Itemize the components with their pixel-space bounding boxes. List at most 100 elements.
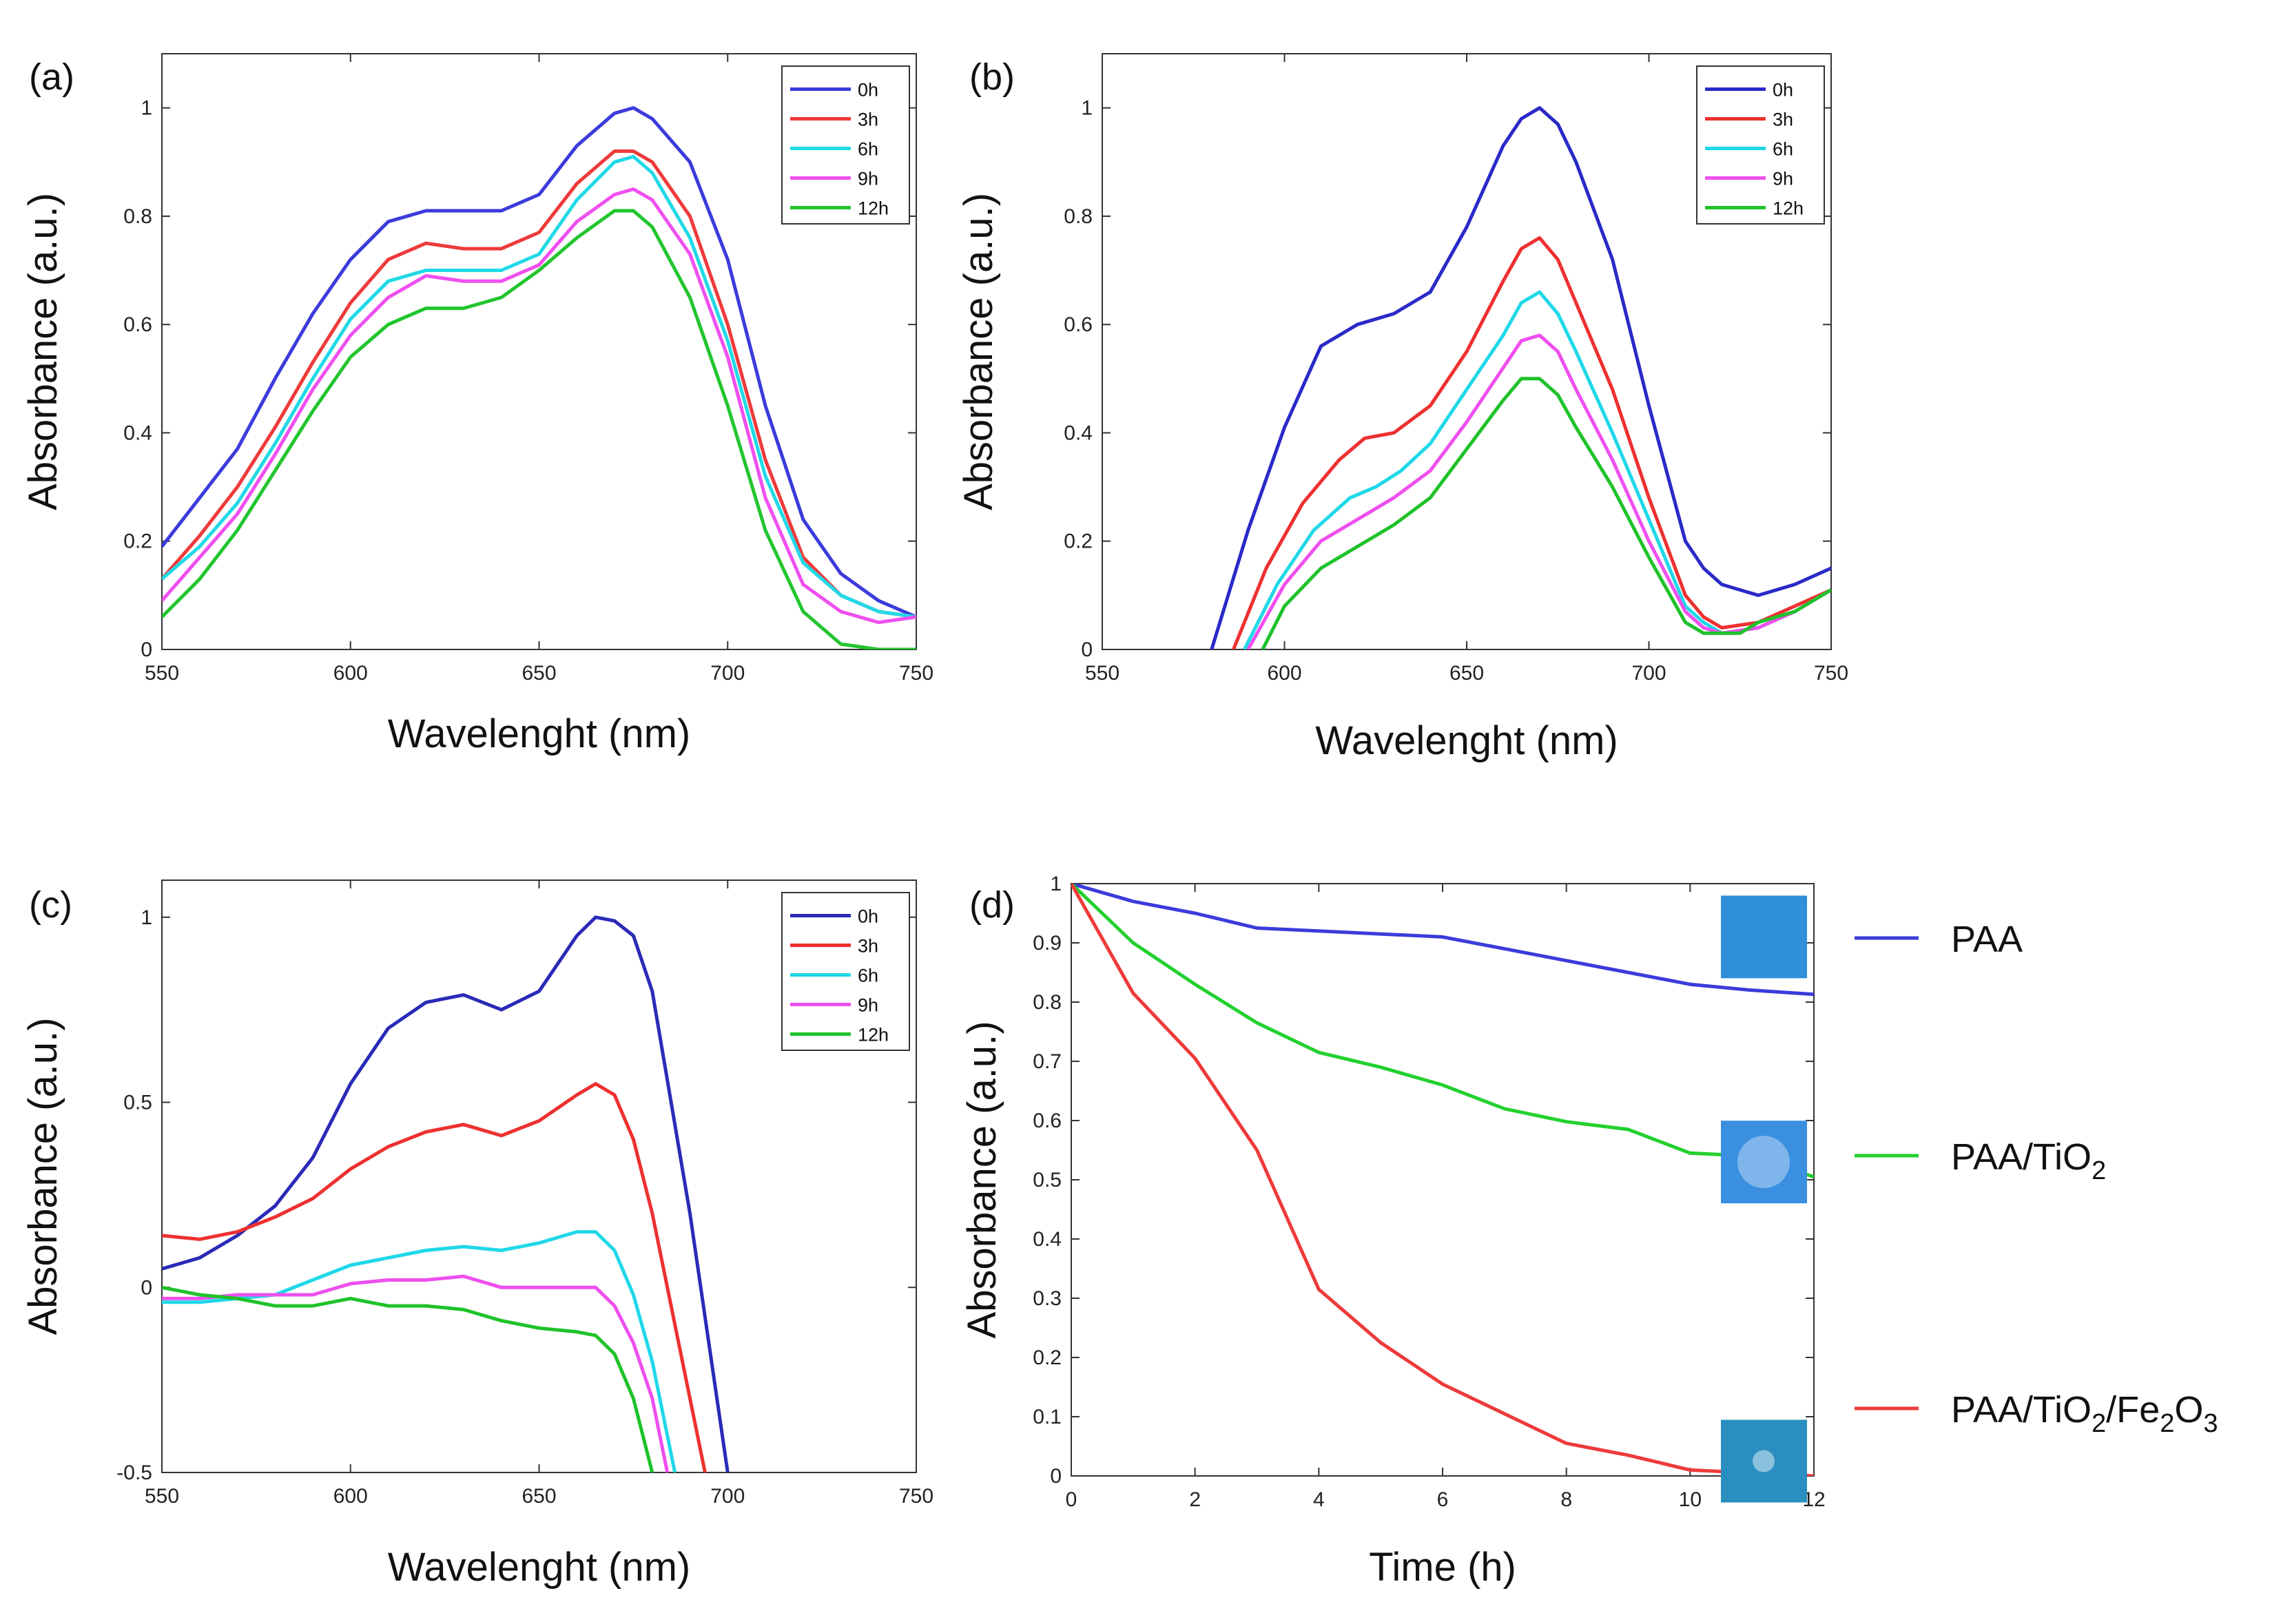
series-group xyxy=(162,915,730,1472)
legend-label: PAA/TiO2 xyxy=(1951,1136,2106,1185)
sample-photo xyxy=(1721,1419,1807,1503)
y-tick-label: -0.5 xyxy=(116,1461,152,1484)
legend-box xyxy=(781,65,910,225)
y-tick-label: 0.6 xyxy=(1064,313,1093,336)
series-line xyxy=(162,915,730,1472)
y-tick-label: 0.8 xyxy=(1033,991,1062,1014)
y-axis-label: Absorbance (a.u.) xyxy=(956,193,1001,510)
x-tick-label: 750 xyxy=(899,662,933,685)
y-tick-label: 0.2 xyxy=(1064,530,1093,553)
series-line xyxy=(1261,377,1831,649)
y-axis-label: Absorbance (a.u.) xyxy=(960,1021,1004,1338)
legend-subscript: 2 xyxy=(2160,1409,2174,1438)
sample-photo-spot xyxy=(1737,1136,1790,1189)
y-tick-label: 0.6 xyxy=(123,313,152,336)
series-line xyxy=(162,1274,670,1472)
x-tick-label: 650 xyxy=(522,1485,556,1508)
legend-label: 6h xyxy=(858,139,878,160)
y-tick-label: 0 xyxy=(1050,1465,1062,1488)
y-tick-label: 0.8 xyxy=(123,205,152,228)
legend-label: 0h xyxy=(1773,80,1793,101)
series-group xyxy=(162,106,916,649)
panel-d: 00.10.20.30.40.50.60.70.80.910 2 4 6 8 10 12Ab… xyxy=(960,873,2218,1590)
y-tick-label: 0 xyxy=(141,1276,152,1299)
legend-subscript: 2 xyxy=(2092,1409,2106,1438)
legend-box xyxy=(1696,65,1825,225)
panel-label: (b) xyxy=(969,56,1015,98)
x-axis-label: Time (h) xyxy=(1369,1545,1516,1590)
y-tick-label: 0.8 xyxy=(1064,205,1093,228)
y-tick-label: 1 xyxy=(141,97,152,120)
y-tick-label: 0.5 xyxy=(123,1092,152,1114)
series-line xyxy=(1071,884,1814,1476)
legend-label: PAA xyxy=(1951,919,2023,960)
legend-text: PAA/TiO xyxy=(1951,1389,2092,1430)
y-tick-label: 0 xyxy=(1081,638,1093,661)
y-tick-label: 0 xyxy=(141,638,152,661)
legend-label: PAA/TiO2/Fe2O3 xyxy=(1951,1389,2218,1438)
x-axis-label: Wavelenght (nm) xyxy=(388,711,690,756)
series-line xyxy=(1210,106,1831,649)
series-line xyxy=(162,149,916,619)
x-tick-label: 600 xyxy=(333,662,368,685)
panel-label: (a) xyxy=(29,56,74,98)
panel-label: (d) xyxy=(969,884,1015,926)
legend-label: 9h xyxy=(858,995,878,1016)
y-axis-label: Absorbance (a.u.) xyxy=(21,193,65,510)
x-tick-label: 600 xyxy=(333,1485,368,1508)
legend-box xyxy=(781,892,910,1051)
legend-text: /Fe xyxy=(2106,1389,2160,1430)
y-tick-label: 1 xyxy=(1081,97,1093,120)
legend-label: 3h xyxy=(1773,110,1793,130)
y-tick-label: 0.4 xyxy=(1033,1228,1062,1251)
y-tick-label: 0.5 xyxy=(1033,1169,1062,1191)
x-tick-label: 8 xyxy=(1560,1488,1572,1511)
y-tick-label: 0.6 xyxy=(1033,1110,1062,1132)
y-tick-label: 0.9 xyxy=(1033,932,1062,955)
legend-label: 0h xyxy=(858,80,878,101)
series-group xyxy=(1071,884,1814,1476)
legend-label: 6h xyxy=(1773,139,1793,160)
legend-label: 12h xyxy=(858,198,889,219)
x-tick-label: 10 xyxy=(1679,1488,1702,1511)
x-tick-label: 650 xyxy=(1449,662,1484,685)
series-line xyxy=(1232,236,1831,649)
y-tick-label: 0.4 xyxy=(1064,421,1093,444)
legend-label: 0h xyxy=(858,906,878,927)
panel-label: (c) xyxy=(29,884,72,926)
y-axis-label: Absorbance (a.u.) xyxy=(21,1017,65,1335)
series-line xyxy=(162,1082,707,1472)
legend-label: 3h xyxy=(858,110,878,130)
x-tick-label: 650 xyxy=(522,662,556,685)
sample-photo-spot xyxy=(1753,1450,1775,1472)
legend-label: 12h xyxy=(1773,198,1804,219)
x-tick-label: 0 xyxy=(1066,1488,1077,1511)
panel-a: 0 0.2 0.4 0.6 0.8 1 550 600 650 700 750 Absorbance … xyxy=(21,53,933,756)
series-group xyxy=(1210,106,1831,649)
series-line xyxy=(162,154,916,619)
y-tick-label: 0.4 xyxy=(123,421,152,444)
series-line xyxy=(162,106,916,619)
panel-b: 0 0.2 0.4 0.6 0.8 1 550 600 650 700 750 Absorbance … xyxy=(956,53,1848,763)
x-tick-label: 700 xyxy=(1631,662,1666,685)
legend-text: PAA xyxy=(1951,919,2023,960)
x-tick-label: 750 xyxy=(1814,662,1848,685)
series-line xyxy=(162,209,916,649)
legend-subscript: 2 xyxy=(2092,1156,2106,1185)
legend-label: 9h xyxy=(858,169,878,189)
legend-subscript: 3 xyxy=(2203,1409,2218,1438)
legend-label: 6h xyxy=(858,966,878,986)
y-tick-label: 0.2 xyxy=(123,530,152,553)
x-tick-label: 700 xyxy=(710,662,745,685)
x-tick-label: 6 xyxy=(1437,1488,1449,1511)
x-axis-label: Wavelenght (nm) xyxy=(388,1545,690,1590)
y-tick-label: 0.3 xyxy=(1033,1287,1062,1310)
x-tick-label: 2 xyxy=(1189,1488,1201,1511)
y-tick-label: 0.7 xyxy=(1033,1050,1062,1073)
legend-text: O xyxy=(2174,1389,2203,1430)
sample-photo xyxy=(1721,1121,1807,1204)
legend-label: 12h xyxy=(858,1025,889,1045)
y-tick-label: 1 xyxy=(141,906,152,929)
series-line xyxy=(1071,884,1814,1179)
